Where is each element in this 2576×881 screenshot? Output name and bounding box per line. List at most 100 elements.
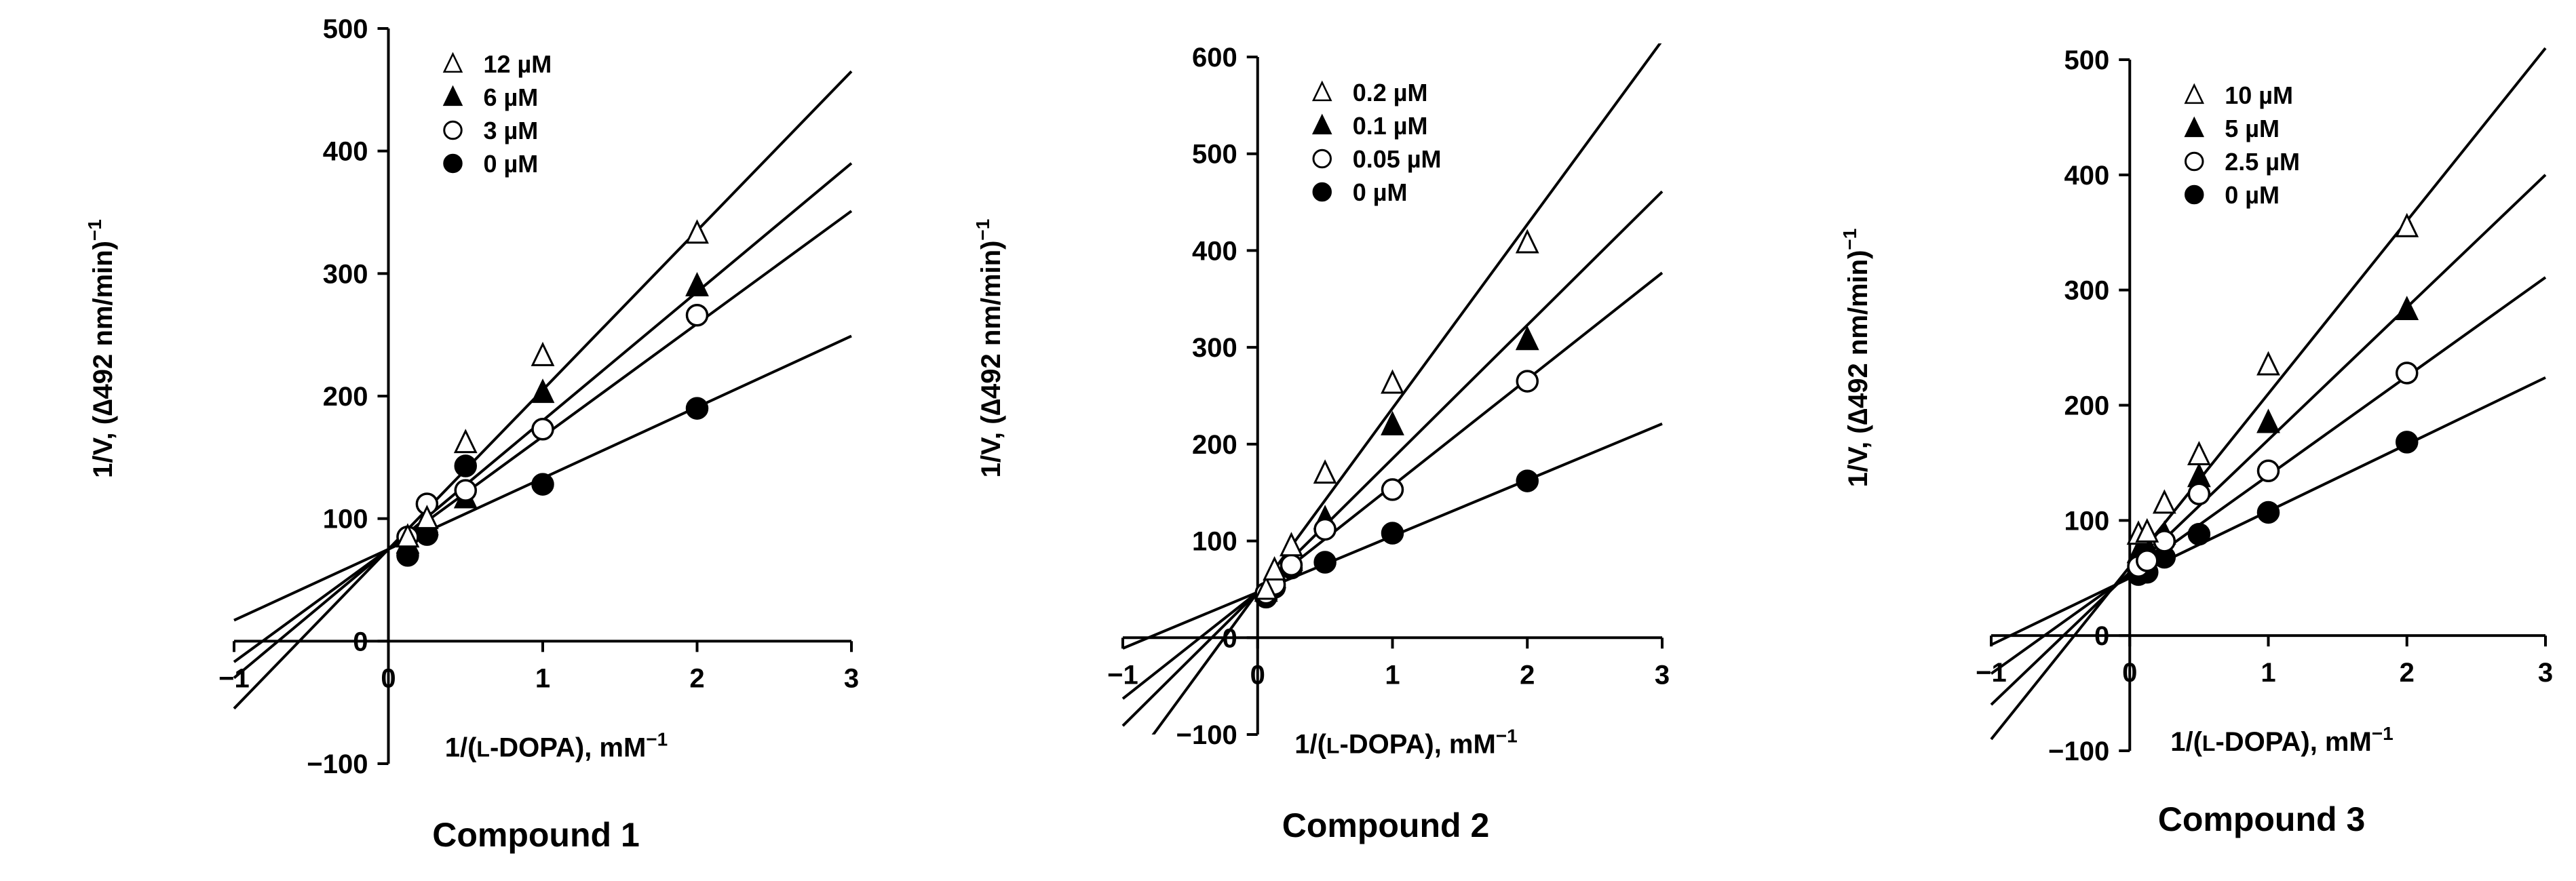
data-point <box>1381 478 1404 501</box>
data-point <box>2396 361 2419 385</box>
data-point <box>531 418 554 441</box>
data-points <box>1254 229 1539 609</box>
x-axis-title: 1/(L-DOPA), mM−1 <box>1294 725 1518 759</box>
legend-label: 0 µM <box>2225 181 2280 209</box>
data-point <box>2152 489 2176 514</box>
y-tick-label: 500 <box>2064 45 2110 75</box>
x-tick-label: −1 <box>1107 660 1138 690</box>
legend-label: 5 µM <box>2225 115 2280 142</box>
data-point <box>2187 522 2211 546</box>
data-point <box>2135 517 2159 543</box>
y-tick-label: 400 <box>2064 161 2110 191</box>
chart-panel-2: −1 0 1 2 3 −100 0 100 200 300 400 500 600 0.2 µM 0.1 µ… <box>972 43 1670 844</box>
y-tick-label: 500 <box>1192 140 1237 170</box>
x-axis-title-part: 1/( <box>2170 727 2202 757</box>
y-axis-title-part: 492 nm/min) <box>976 241 1006 399</box>
fit-line <box>1151 43 1662 735</box>
legend-label: 0 µM <box>484 150 539 178</box>
y-tick-label: 0 <box>1223 623 1237 653</box>
x-axis-title: 1/(L-DOPA), mM−1 <box>2170 723 2394 757</box>
y-axis-title-delta: ∆ <box>1843 408 1873 425</box>
x-axis-title-superscript: −1 <box>2372 723 2394 744</box>
legend: 0.2 µM 0.1 µM 0.05 µM 0 µM <box>1311 79 1442 206</box>
x-axis-title-smallcaps: L <box>476 737 490 761</box>
legend-marker-group <box>442 85 463 106</box>
data-point <box>1280 553 1303 576</box>
data-point <box>1313 459 1337 484</box>
y-axis-title-part: 1/V, ( <box>976 415 1006 478</box>
x-axis-title: 1/(L-DOPA), mM−1 <box>445 728 668 762</box>
legend-marker <box>2184 83 2205 104</box>
data-point <box>2187 482 2211 506</box>
legend-marker-group <box>443 120 463 140</box>
data-point <box>2256 408 2280 433</box>
data-point <box>454 454 477 477</box>
data-point <box>1515 326 1539 351</box>
legend-marker <box>2185 151 2204 172</box>
x-axis-title-part: 1/( <box>445 732 477 762</box>
y-tick-label: 400 <box>323 137 368 167</box>
x-tick-label: 0 <box>1250 660 1265 690</box>
x-axis-title-part: 1/( <box>1294 729 1326 759</box>
legend: 12 µM 6 µM 3 µM 0 µM <box>442 50 552 178</box>
x-axis-title-superscript: −1 <box>1496 725 1518 746</box>
legend-marker <box>2184 116 2205 138</box>
legend-marker-group <box>1312 149 1332 169</box>
legend-label: 12 µM <box>484 50 552 78</box>
data-point <box>1381 410 1404 435</box>
fit-line <box>1990 47 2547 741</box>
data-point <box>685 304 709 327</box>
legend-label: 0 µM <box>1353 178 1408 206</box>
data-point <box>685 271 709 296</box>
x-tick-label: 3 <box>1655 660 1670 690</box>
y-axis-title-delta: ∆ <box>976 399 1006 415</box>
y-tick-label: 200 <box>1192 430 1237 460</box>
y-axis-title-superscript: −1 <box>1839 229 1860 250</box>
data-point <box>2395 296 2419 321</box>
y-tick-label: −100 <box>307 749 368 779</box>
data-point <box>1516 370 1539 393</box>
data-point <box>1263 555 1286 581</box>
x-axis-title-part: -DOPA), mM <box>2215 727 2371 757</box>
y-tick-label: −100 <box>1176 720 1237 750</box>
x-axis-title-superscript: −1 <box>646 728 668 749</box>
data-point <box>531 341 555 366</box>
y-axis-title-part: 1/V, ( <box>1843 425 1873 488</box>
chart-panel-1: −1 0 1 2 3 −100 0 100 200 300 400 500 12 µM 6 µM 3 µM 0… <box>84 14 859 854</box>
y-tick-label: 0 <box>2094 621 2109 651</box>
data-points <box>2126 212 2419 586</box>
data-point <box>531 473 554 496</box>
legend-label: 10 µM <box>2225 81 2293 109</box>
data-point <box>2256 459 2280 483</box>
legend-marker-group <box>2185 184 2204 205</box>
data-point <box>453 429 478 454</box>
data-point <box>415 505 439 530</box>
legend-label: 2.5 µM <box>2225 148 2300 176</box>
legend-marker-group <box>2184 116 2205 138</box>
legend-marker <box>1311 113 1332 135</box>
y-axis-title: 1/V, (∆492 nm/min)−1 <box>84 219 118 478</box>
data-point <box>2396 431 2419 454</box>
chart-panel-3: −1 0 1 2 3 −100 0 100 200 300 400 500 10 µM 5 µM 2.5 µ… <box>1839 45 2553 838</box>
data-point <box>2187 441 2211 466</box>
legend-marker-group <box>1312 182 1332 202</box>
panel-title: Compound 3 <box>2158 800 2366 838</box>
x-axis-title-smallcaps: L <box>2202 731 2216 756</box>
x-axis-title-smallcaps: L <box>1326 733 1340 758</box>
data-point <box>685 219 709 244</box>
legend-marker <box>442 52 463 73</box>
y-axis-title-superscript: −1 <box>84 219 105 241</box>
data-point <box>1280 532 1303 557</box>
legend-marker-group <box>1311 113 1332 135</box>
x-tick-label: 2 <box>1520 660 1535 690</box>
legend-label: 3 µM <box>484 117 539 144</box>
legend-label: 0.2 µM <box>1353 79 1428 106</box>
y-tick-label: 300 <box>323 259 368 289</box>
legend-marker-group <box>442 52 463 73</box>
y-axis-title-part: 1/V, ( <box>88 415 118 478</box>
legend: 10 µM 5 µM 2.5 µM 0 µM <box>2184 81 2300 209</box>
y-tick-label: 600 <box>1192 43 1237 73</box>
x-tick-label: 0 <box>381 663 396 693</box>
x-tick-label: 2 <box>689 663 704 693</box>
